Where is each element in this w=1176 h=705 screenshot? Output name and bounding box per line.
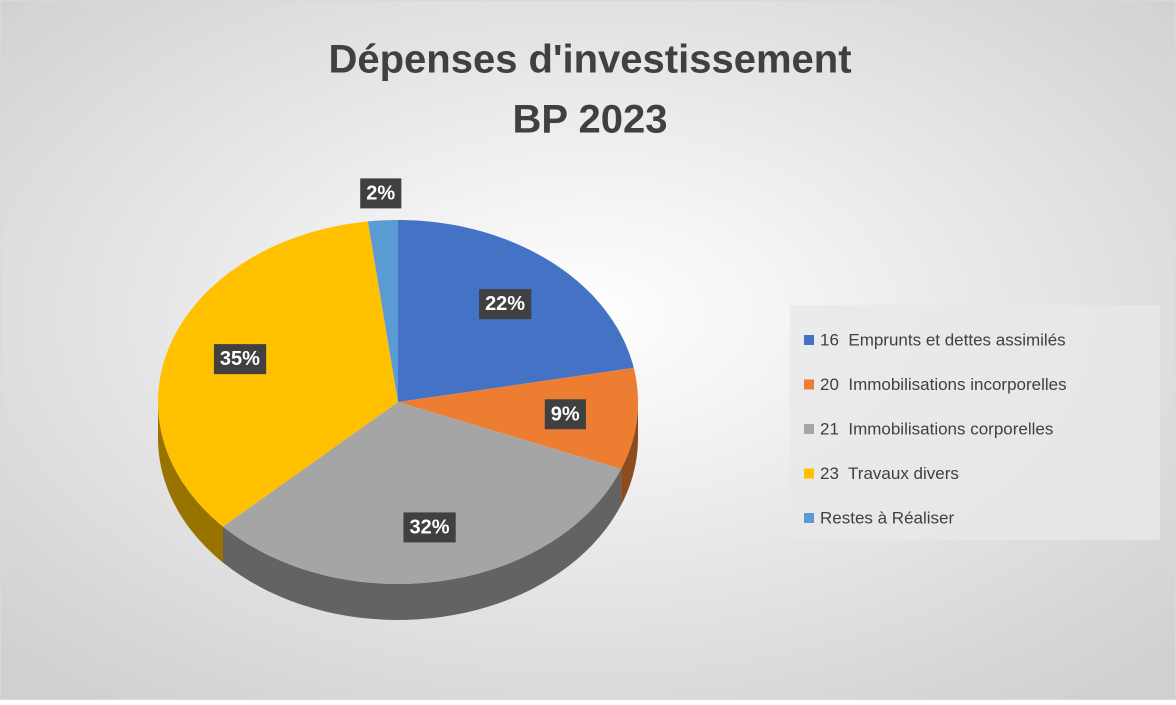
legend-label: Restes à Réaliser [820, 508, 955, 527]
legend-box [790, 305, 1160, 540]
legend-swatch [804, 379, 814, 390]
data-label-box [544, 399, 586, 430]
data-label-box [213, 344, 267, 375]
legend-label: 16 Emprunts et dettes assimilés [820, 330, 1066, 349]
legend: 16 Emprunts et dettes assimilés 20 Immobi… [804, 330, 1067, 527]
data-label: 2% [366, 182, 395, 204]
data-label-box [360, 178, 402, 209]
pie [158, 220, 638, 620]
pie-slice [223, 402, 622, 584]
data-labels: 22% 9% 32% 35% 2% [213, 178, 586, 543]
legend-label: 20 Immobilisations incorporelles [820, 375, 1067, 394]
pie-slice-side [223, 469, 622, 620]
pie-slice-side [158, 402, 223, 563]
data-label-box [403, 512, 456, 543]
data-label: 22% [485, 293, 525, 315]
legend-swatch [804, 424, 814, 434]
pie-slice [158, 221, 398, 527]
legend-label: 23 Travaux divers [820, 464, 959, 483]
pie-slice-side [621, 402, 638, 505]
data-label: 32% [409, 516, 449, 538]
legend-label: 21 Immobilisations corporelles [820, 419, 1053, 438]
data-label-box [479, 289, 532, 320]
chart-title: Dépenses d'investissement [328, 38, 851, 82]
data-label: 35% [220, 348, 260, 370]
legend-swatch [804, 335, 814, 345]
legend-swatch [804, 468, 814, 479]
data-label: 9% [551, 403, 580, 425]
pie-slice [367, 220, 398, 402]
pie-slice [398, 367, 638, 469]
chart-title: BP 2023 [513, 98, 668, 142]
legend-swatch [804, 513, 814, 523]
